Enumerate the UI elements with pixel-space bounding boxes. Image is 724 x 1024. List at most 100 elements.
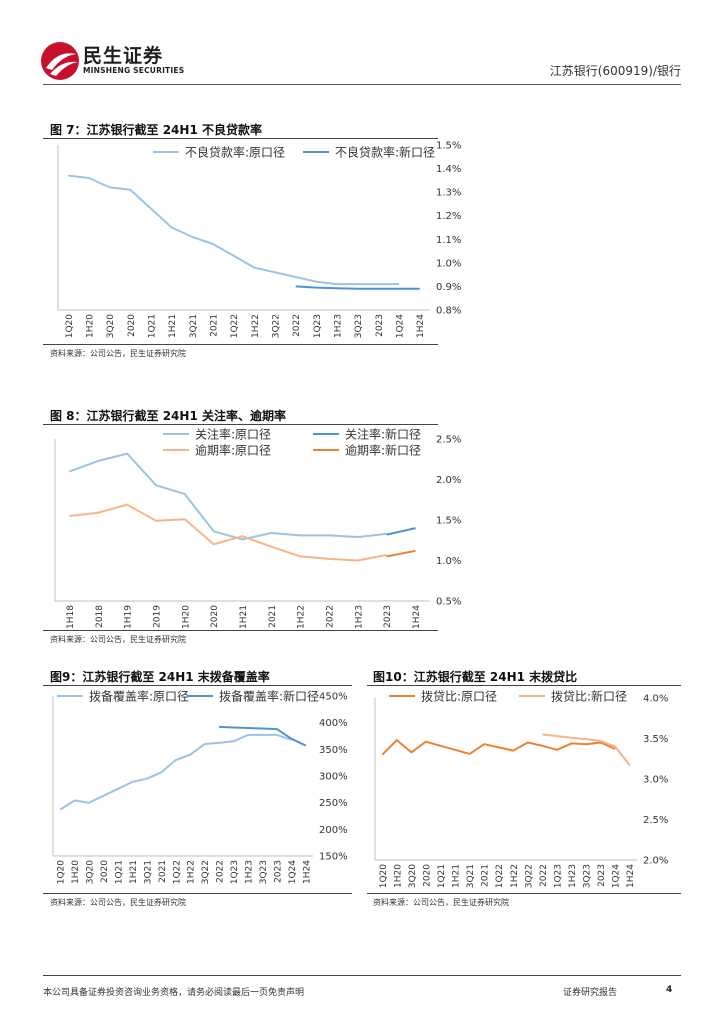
fig10-y-tick-label: 2.5% bbox=[643, 815, 668, 826]
fig7-x-tick-label: 3Q23 bbox=[354, 314, 364, 338]
fig10-y-tick-label: 3.0% bbox=[643, 775, 668, 786]
fig9-x-tick-label: 1Q21 bbox=[115, 860, 125, 884]
fig10-x-tick-label: 3Q23 bbox=[583, 864, 593, 888]
fig9-y-tick-label: 150% bbox=[319, 852, 348, 863]
fig10-series-2-line bbox=[542, 733, 631, 766]
fig7-y-tick-label: 0.9% bbox=[436, 282, 461, 293]
fig7-legend-label-2: 不良贷款率:新口径 bbox=[335, 145, 435, 160]
fig9-x-tick-label: 1Q23 bbox=[230, 860, 240, 884]
fig8-legend-label-2: 关注率:新口径 bbox=[345, 427, 421, 442]
fig8-y-tick-label: 0.5% bbox=[436, 597, 461, 608]
footer-rule bbox=[43, 975, 681, 976]
fig8-x-tick-label: 1H24 bbox=[412, 605, 422, 629]
fig8-bottom-rule bbox=[43, 630, 438, 631]
fig10-chart: 2.0% 2.5% 3.0% 3.5% 4.0% 1Q20 1H20 3Q20 2020 1Q21… bbox=[374, 689, 668, 889]
fig10-source: 资料来源：公司公告，民生证券研究院 bbox=[373, 898, 509, 907]
fig7-y-tick-label: 1.1% bbox=[436, 235, 461, 246]
fig9-title: 图9：江苏银行截至 24H1 末拨备覆盖率 bbox=[50, 670, 270, 684]
fig8-x-tick-label: 1H23 bbox=[354, 605, 364, 629]
fig10-x-tick-label: 1H21 bbox=[452, 864, 462, 888]
fig9-title-rule bbox=[43, 685, 352, 686]
fig7-x-tick-label: 1H22 bbox=[251, 314, 261, 338]
fig9-series-1-line bbox=[59, 733, 292, 811]
fig7-x-tick-label: 1Q23 bbox=[313, 314, 323, 338]
fig9-y-tick-label: 250% bbox=[319, 798, 348, 809]
fig7-title: 图 7：江苏银行截至 24H1 不良贷款率 bbox=[50, 123, 262, 137]
fig7-x-tick-label: 2020 bbox=[127, 314, 137, 337]
fig10-y-tick-label: 4.0% bbox=[643, 694, 668, 705]
fig8-x-tick-label: 1H20 bbox=[181, 605, 191, 629]
brand-name-cn: 民生证券 bbox=[83, 45, 164, 67]
fig8-x-tick-label: 2020 bbox=[210, 605, 220, 628]
fig8-x-tick-label: 1H22 bbox=[297, 605, 307, 629]
fig7-title-rule bbox=[43, 138, 438, 139]
fig10-x-tick-label: 1Q20 bbox=[379, 864, 389, 889]
fig10-legend-label-1: 拨贷比:原口径 bbox=[421, 690, 497, 704]
fig8-series-4-line bbox=[386, 549, 416, 558]
fig9-x-tick-label: 2021 bbox=[158, 860, 168, 883]
brand-name-en: MINSHENG SECURITIES bbox=[83, 66, 185, 75]
fig10-title: 图10：江苏银行截至 24H1 末拨贷比 bbox=[373, 670, 578, 684]
header-rule bbox=[43, 84, 681, 85]
fig7-y-tick-label: 1.2% bbox=[436, 211, 461, 222]
fig9-x-tick-label: 2023 bbox=[273, 860, 283, 883]
fig7-x-tick-label: 3Q21 bbox=[189, 314, 199, 338]
fig8-y-tick-label: 2.0% bbox=[436, 475, 461, 486]
fig9-x-tick-label: 1Q22 bbox=[172, 860, 182, 884]
fig8-y-tick-label: 1.5% bbox=[436, 516, 461, 527]
fig10-x-tick-label: 3Q21 bbox=[466, 864, 476, 888]
fig8-x-tick-label: 1H18 bbox=[66, 605, 76, 629]
fig8-title-rule bbox=[43, 424, 438, 425]
fig8-y-tick-label: 2.5% bbox=[436, 435, 461, 446]
fig9-legend-label-1: 拨备覆盖率:原口径 bbox=[89, 689, 189, 704]
fig8-legend-label-3: 逾期率:原口径 bbox=[195, 443, 271, 458]
fig8-legend-label-1: 关注率:原口径 bbox=[195, 427, 271, 442]
fig9-x-tick-label: 1H20 bbox=[71, 860, 81, 884]
fig7-x-tick-label: 2021 bbox=[210, 314, 220, 337]
fig9-x-tick-label: 1H24 bbox=[302, 860, 312, 884]
fig10-x-tick-label: 2023 bbox=[597, 864, 607, 887]
fig10-x-tick-label: 2020 bbox=[422, 864, 432, 887]
fig9-bottom-rule bbox=[43, 893, 352, 894]
fig9-source: 资料来源：公司公告，民生证券研究院 bbox=[50, 898, 186, 907]
fig8-series-2-line bbox=[386, 527, 416, 536]
fig7-x-tick-label: 1H23 bbox=[334, 314, 344, 338]
fig10-x-tick-label: 2021 bbox=[481, 864, 491, 887]
fig9-y-tick-label: 350% bbox=[319, 745, 348, 756]
fig7-y-tick-label: 1.0% bbox=[436, 258, 461, 269]
fig10-x-tick-label: 3Q22 bbox=[524, 864, 534, 888]
fig7-x-tick-label: 1Q20 bbox=[65, 314, 75, 339]
fig7-y-tick-label: 1.4% bbox=[436, 164, 461, 175]
fig7-y-tick-label: 1.5% bbox=[436, 141, 461, 152]
page-number: 4 bbox=[666, 985, 673, 995]
fig8-series-1-line bbox=[69, 452, 387, 541]
fig10-title-rule bbox=[367, 685, 681, 686]
fig10-x-tick-label: 1Q24 bbox=[612, 864, 622, 889]
footer-report-type: 证券研究报告 bbox=[563, 988, 618, 998]
fig10-x-tick-label: 1Q22 bbox=[495, 864, 505, 888]
fig10-y-tick-label: 3.5% bbox=[643, 734, 668, 745]
fig10-y-tick-label: 2.0% bbox=[643, 856, 668, 867]
fig7-x-tick-label: 1H20 bbox=[86, 314, 96, 338]
report-tag: 江苏银行(600919)/银行 bbox=[549, 64, 681, 78]
fig7-x-tick-label: 3Q20 bbox=[106, 314, 116, 339]
fig7-x-tick-label: 1H24 bbox=[416, 314, 426, 338]
fig10-x-tick-label: 3Q20 bbox=[408, 864, 418, 889]
fig7-source: 资料来源：公司公告，民生证券研究院 bbox=[50, 349, 186, 358]
fig8-y-tick-label: 1.0% bbox=[436, 556, 461, 567]
fig9-x-tick-label: 2022 bbox=[216, 860, 226, 883]
fig9-legend-label-2: 拨备覆盖率:新口径 bbox=[219, 689, 319, 704]
fig10-x-tick-label: 1Q21 bbox=[437, 864, 447, 888]
fig9-x-tick-label: 3Q22 bbox=[201, 860, 211, 884]
fig8-title: 图 8：江苏银行截至 24H1 关注率、逾期率 bbox=[50, 409, 286, 423]
fig9-chart: 150% 200% 250% 300% 350% 400% 450% 1Q20 1H20 3Q20… bbox=[52, 689, 348, 885]
fig8-source: 资料来源：公司公告，民生证券研究院 bbox=[50, 635, 186, 644]
fig9-x-tick-label: 1Q24 bbox=[288, 860, 298, 885]
fig8-x-tick-label: 2018 bbox=[95, 605, 105, 628]
fig10-x-tick-label: 1H24 bbox=[626, 864, 636, 888]
fig7-series-1-line bbox=[68, 174, 399, 286]
fig8-x-tick-label: 2021 bbox=[268, 605, 278, 628]
fig7-bottom-rule bbox=[43, 344, 438, 345]
fig10-x-tick-label: 1H20 bbox=[393, 864, 403, 888]
fig7-series-2-line bbox=[295, 285, 420, 290]
